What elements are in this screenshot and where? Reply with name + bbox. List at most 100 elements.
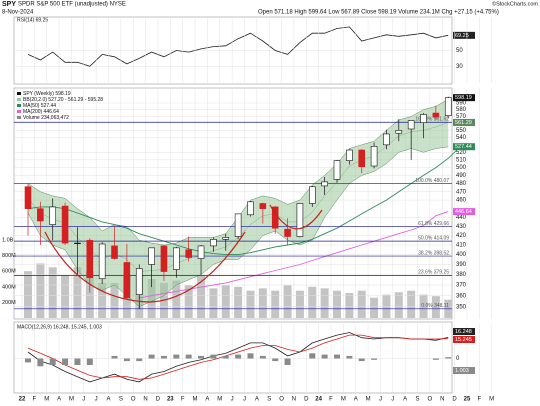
candle-body bbox=[296, 203, 304, 237]
fib-label: 50.0% 414.09 bbox=[418, 235, 449, 241]
candle-body bbox=[346, 149, 353, 161]
x-tick-label: A bbox=[255, 397, 259, 403]
macd-line bbox=[27, 334, 449, 380]
x-tick-label: A bbox=[205, 397, 209, 403]
volume-tick-label: 400M bbox=[2, 284, 16, 290]
x-tick-label: O bbox=[428, 397, 433, 403]
y-tick-label: 580 bbox=[456, 107, 467, 113]
volume-bar bbox=[345, 293, 354, 318]
volume-tick-label: 1.0B bbox=[2, 237, 14, 243]
value-tag: 446.64 bbox=[455, 209, 472, 215]
y-tick-label: 400 bbox=[456, 252, 467, 258]
macd-frame bbox=[13, 321, 453, 394]
candle-body bbox=[197, 245, 205, 259]
x-tick-label: M bbox=[341, 397, 346, 403]
x-tick-label: S bbox=[416, 397, 420, 403]
y-tick-label: 50 bbox=[456, 48, 463, 54]
legend-swatch bbox=[17, 116, 21, 119]
x-tick-label: F bbox=[477, 397, 481, 403]
histogram-bar bbox=[210, 354, 217, 359]
value-tag-box bbox=[453, 367, 475, 374]
value-tag: 15.245 bbox=[455, 337, 472, 343]
histogram-bar bbox=[136, 358, 143, 362]
candle-body bbox=[395, 130, 403, 134]
legend-swatch bbox=[17, 110, 21, 113]
y-tick-label: 590 bbox=[456, 101, 467, 107]
histogram-bar bbox=[148, 354, 155, 359]
histogram-bar bbox=[371, 358, 378, 360]
volume-bar bbox=[370, 297, 379, 318]
histogram-bar bbox=[86, 358, 93, 365]
candle-body bbox=[123, 262, 131, 299]
x-tick-label: 22 bbox=[19, 397, 26, 403]
y-tick-label: 390 bbox=[456, 262, 467, 268]
legend-swatch bbox=[17, 98, 21, 101]
y-tick-label: 480 bbox=[456, 181, 467, 187]
y-tick-label: 410 bbox=[456, 243, 467, 249]
volume-bar bbox=[61, 275, 70, 318]
histogram-bar bbox=[321, 354, 328, 359]
y-tick-label: 370 bbox=[456, 283, 467, 289]
x-tick-label: D bbox=[156, 397, 161, 403]
volume-bar bbox=[308, 286, 317, 318]
candle-body bbox=[86, 239, 94, 279]
rsi-line bbox=[27, 26, 449, 67]
x-tick-label: J bbox=[95, 397, 98, 403]
volume-bar bbox=[394, 292, 403, 318]
x-tick-label: M bbox=[366, 397, 371, 403]
x-tick-label: 23 bbox=[167, 397, 174, 403]
candle-body bbox=[24, 186, 32, 209]
volume-tick-label: 200M bbox=[2, 300, 16, 306]
quote: Open 571.18 High 599.64 Low 567.89 Close… bbox=[258, 10, 499, 16]
candle-body bbox=[444, 97, 452, 116]
y-tick-label: 550 bbox=[456, 128, 467, 134]
y-tick-label: 440 bbox=[456, 215, 467, 221]
candle-body bbox=[358, 149, 366, 168]
candle-body bbox=[111, 245, 118, 259]
candle-body bbox=[222, 237, 230, 240]
x-tick-label: A bbox=[57, 397, 61, 403]
x-tick-label: M bbox=[69, 397, 74, 403]
value-tag-box bbox=[453, 118, 475, 126]
y-tick-label: 470 bbox=[456, 189, 467, 195]
candle-body bbox=[259, 203, 267, 209]
candle-body bbox=[185, 249, 192, 258]
value-tag-box bbox=[453, 208, 475, 216]
volume-bar bbox=[283, 285, 292, 318]
x-tick-label: N bbox=[440, 397, 444, 403]
value-tag-box bbox=[453, 328, 475, 335]
candle-body bbox=[370, 146, 378, 167]
x-tick-label: F bbox=[329, 397, 333, 403]
volume-bar bbox=[419, 294, 428, 318]
histogram-bar bbox=[49, 358, 56, 365]
x-tick-label: J bbox=[243, 397, 246, 403]
histogram-bar bbox=[259, 355, 266, 359]
fib-label: 61.8% 429.66 bbox=[418, 221, 449, 227]
fib-label: 23.6% 379.25 bbox=[418, 270, 449, 276]
value-tag: 69.25 bbox=[455, 33, 469, 39]
x-tick-label: J bbox=[379, 397, 382, 403]
y-tick-label: 540 bbox=[456, 135, 467, 141]
histogram-bar bbox=[445, 357, 452, 359]
fib-label: 100.0% 480.07 bbox=[415, 178, 449, 184]
histogram-bar bbox=[185, 354, 192, 359]
bollinger-band bbox=[28, 99, 449, 307]
histogram-bar bbox=[62, 358, 69, 365]
candle-body bbox=[234, 213, 242, 237]
candle-body bbox=[148, 247, 155, 265]
candle-body bbox=[321, 181, 328, 187]
volume-bar bbox=[221, 285, 230, 318]
x-tick-label: M bbox=[44, 397, 49, 403]
y-tick-label: 460 bbox=[456, 198, 467, 204]
volume-bar bbox=[184, 285, 193, 318]
volume-bar bbox=[209, 288, 218, 318]
x-tick-label: M bbox=[489, 397, 494, 403]
legend-swatch bbox=[17, 104, 21, 107]
histogram-bar bbox=[432, 358, 439, 360]
y-tick-label: 0 bbox=[456, 356, 460, 362]
histogram-bar bbox=[346, 355, 353, 359]
moving-average bbox=[27, 146, 461, 256]
candle-body bbox=[49, 206, 57, 225]
x-tick-label: J bbox=[82, 397, 85, 403]
